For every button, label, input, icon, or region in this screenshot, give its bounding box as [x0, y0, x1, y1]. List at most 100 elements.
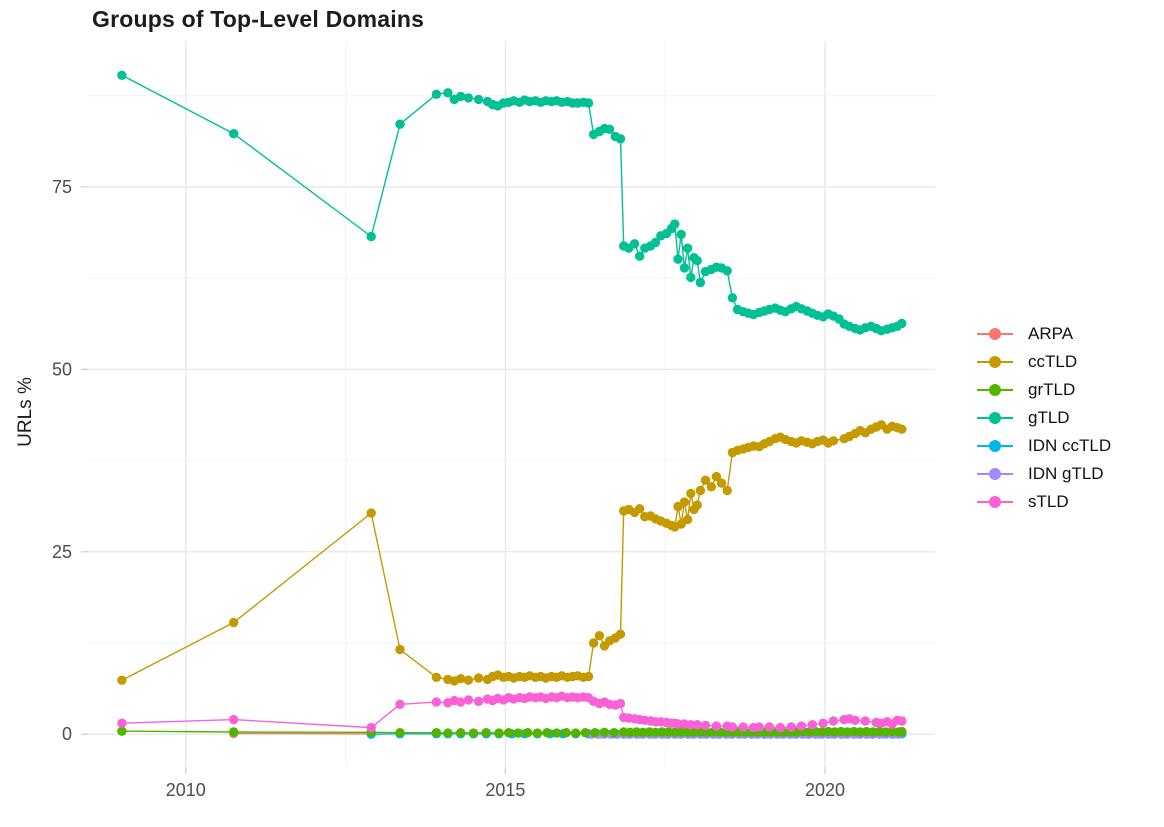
data-point: [629, 239, 640, 249]
legend-label: ARPA: [1028, 324, 1074, 343]
data-point: [590, 728, 600, 738]
legend-key-icon: [977, 439, 1013, 453]
data-point: [695, 277, 706, 288]
legend-item-sTLD: sTLD: [977, 488, 1111, 516]
data-point: [615, 698, 626, 709]
data-point: [754, 722, 764, 732]
grid-minor: [88, 41, 935, 767]
data-point: [897, 424, 907, 434]
legend-key-dot: [989, 412, 1001, 424]
data-point: [229, 129, 239, 139]
data-point: [706, 482, 716, 492]
legend-label: sTLD: [1028, 492, 1069, 511]
data-point: [711, 721, 722, 731]
data-point: [635, 251, 645, 261]
legend-key-dot: [989, 384, 1001, 396]
axis-ticks: [81, 186, 826, 774]
data-point: [468, 728, 479, 738]
data-point: [532, 728, 543, 738]
data-point: [764, 722, 775, 732]
data-point: [473, 696, 484, 706]
data-point: [571, 728, 581, 738]
data-point: [513, 728, 523, 738]
data-point: [692, 500, 702, 510]
data-point: [443, 88, 453, 98]
data-point: [229, 727, 239, 737]
legend-key-icon: [977, 467, 1013, 481]
data-point: [395, 728, 405, 738]
y-tick-label: 50: [52, 359, 72, 379]
data-point: [117, 726, 127, 736]
data-point: [456, 728, 466, 738]
data-point: [583, 98, 594, 108]
x-tick-label: 2020: [805, 780, 845, 800]
series-ARPA: [229, 728, 376, 739]
legend-key-icon: [977, 383, 1013, 397]
data-point: [722, 266, 732, 276]
data-point: [431, 697, 442, 707]
data-point: [609, 728, 619, 738]
legend-label: gTLD: [1028, 408, 1070, 427]
data-point: [850, 715, 860, 725]
legend-key-icon: [977, 327, 1013, 341]
data-point: [456, 697, 466, 707]
data-point: [670, 219, 680, 229]
legend-label: ccTLD: [1028, 352, 1078, 371]
data-point: [431, 672, 442, 682]
data-point: [615, 134, 626, 144]
data-point: [542, 728, 552, 738]
x-tick-label: 2010: [166, 780, 206, 800]
data-point: [615, 629, 626, 639]
data-point: [676, 229, 686, 240]
y-tick-label: 25: [52, 542, 72, 562]
y-tick-label: 75: [52, 177, 72, 197]
data-point: [807, 720, 817, 730]
data-point: [679, 497, 690, 507]
data-point: [594, 631, 605, 641]
data-point: [473, 94, 484, 105]
data-point: [796, 721, 807, 731]
data-point: [494, 728, 504, 738]
data-point: [443, 728, 453, 738]
legend-key-icon: [977, 355, 1013, 369]
data-point: [473, 673, 484, 683]
data-point: [366, 508, 376, 518]
y-tick-label: 0: [62, 724, 72, 744]
data-point: [229, 617, 239, 628]
data-point: [583, 671, 594, 682]
data-point: [604, 124, 615, 134]
data-point: [551, 728, 562, 738]
data-point: [686, 488, 696, 499]
data-point: [700, 720, 711, 731]
data-point: [673, 254, 683, 264]
data-point: [395, 119, 405, 129]
data-point: [395, 699, 405, 709]
legend-item-gTLD: gTLD: [977, 404, 1111, 432]
y-tick-labels: 0 25 50 75: [52, 177, 72, 744]
data-point: [686, 272, 696, 283]
x-tick-labels: 2010 2015 2020: [166, 780, 845, 800]
data-point: [828, 716, 839, 726]
data-point: [580, 728, 590, 738]
data-point: [682, 514, 693, 525]
data-point: [117, 718, 127, 728]
data-point: [818, 718, 828, 728]
data-point: [682, 243, 693, 253]
data-point: [727, 293, 738, 303]
legend-key-dot: [989, 496, 1001, 508]
data-point: [588, 638, 599, 648]
series-ccTLD: [117, 420, 907, 686]
legend-key-dot: [989, 468, 1001, 480]
x-tick-label: 2015: [485, 780, 525, 800]
data-point: [463, 675, 474, 685]
data-point: [523, 728, 533, 738]
data-point: [738, 722, 748, 732]
legend-key-icon: [977, 495, 1013, 509]
series-line: [121, 74, 903, 332]
data-point: [366, 722, 376, 733]
data-point: [463, 93, 474, 103]
data-point: [692, 255, 702, 266]
data-point: [828, 436, 839, 446]
data-point: [727, 722, 738, 732]
legend-item-ccTLD: ccTLD: [977, 348, 1111, 376]
